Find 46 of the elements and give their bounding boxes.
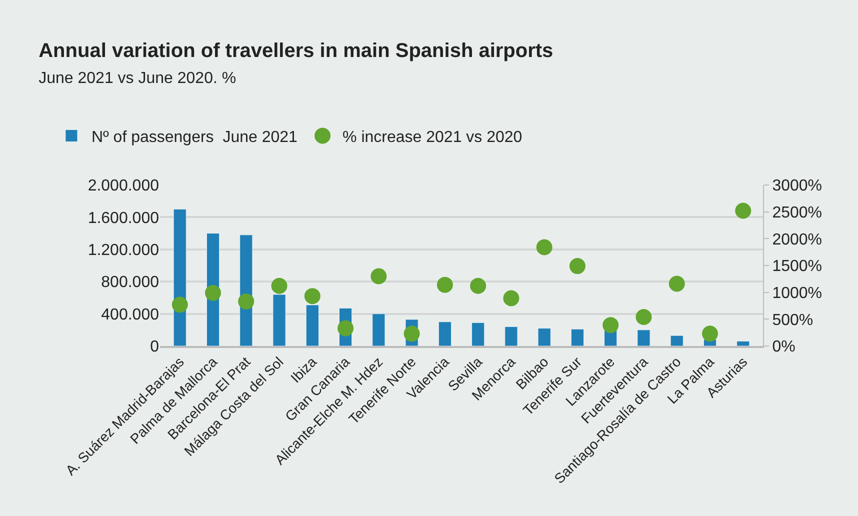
y-tick-label: 1.600.000 xyxy=(88,210,160,227)
point xyxy=(602,317,619,334)
point xyxy=(271,278,288,294)
point xyxy=(205,284,222,301)
chart-title: Annual variation of travellers in main Spanish airports xyxy=(38,40,554,62)
y2-tick-label: 3000% xyxy=(772,178,822,195)
point xyxy=(470,278,486,294)
bar xyxy=(472,322,485,346)
bar xyxy=(438,322,452,346)
bar xyxy=(504,326,518,346)
y2-tick-label: 0% xyxy=(772,338,796,356)
bar xyxy=(272,294,286,346)
point xyxy=(238,293,254,310)
y2-tick-label: 1000% xyxy=(772,284,822,302)
point xyxy=(436,276,453,293)
y2-tick-label: 1500% xyxy=(772,258,822,276)
point xyxy=(735,202,752,219)
bar xyxy=(538,328,551,346)
bar xyxy=(306,304,319,346)
point xyxy=(304,288,320,304)
y-tick-label: 1.200.000 xyxy=(88,242,160,259)
point xyxy=(503,290,520,306)
y-tick-label: 800.000 xyxy=(101,274,160,292)
legend-label: % increase 2021 vs 2020 xyxy=(342,128,522,146)
bar xyxy=(670,335,684,346)
bar xyxy=(736,340,750,346)
point xyxy=(338,320,354,336)
y2-tick-label: 2000% xyxy=(772,231,822,248)
point xyxy=(702,326,718,342)
chart-subtitle: June 2021 vs June 2020. % xyxy=(38,70,236,87)
point xyxy=(172,296,188,313)
point xyxy=(370,268,387,284)
y-tick-label: 2.000.000 xyxy=(88,178,160,195)
point xyxy=(404,326,420,342)
point xyxy=(536,239,552,256)
bar xyxy=(372,314,386,346)
point xyxy=(668,276,685,292)
y2-tick-label: 2500% xyxy=(772,204,822,222)
y-tick-label: 400.000 xyxy=(101,306,160,324)
bar xyxy=(637,330,650,346)
y2-tick-label: 500% xyxy=(772,312,814,329)
legend-label: Nº of passengers June 2021 xyxy=(91,128,298,146)
point xyxy=(569,258,586,274)
bar xyxy=(570,328,584,346)
y-tick-label: 0 xyxy=(150,338,160,356)
point xyxy=(636,309,652,326)
